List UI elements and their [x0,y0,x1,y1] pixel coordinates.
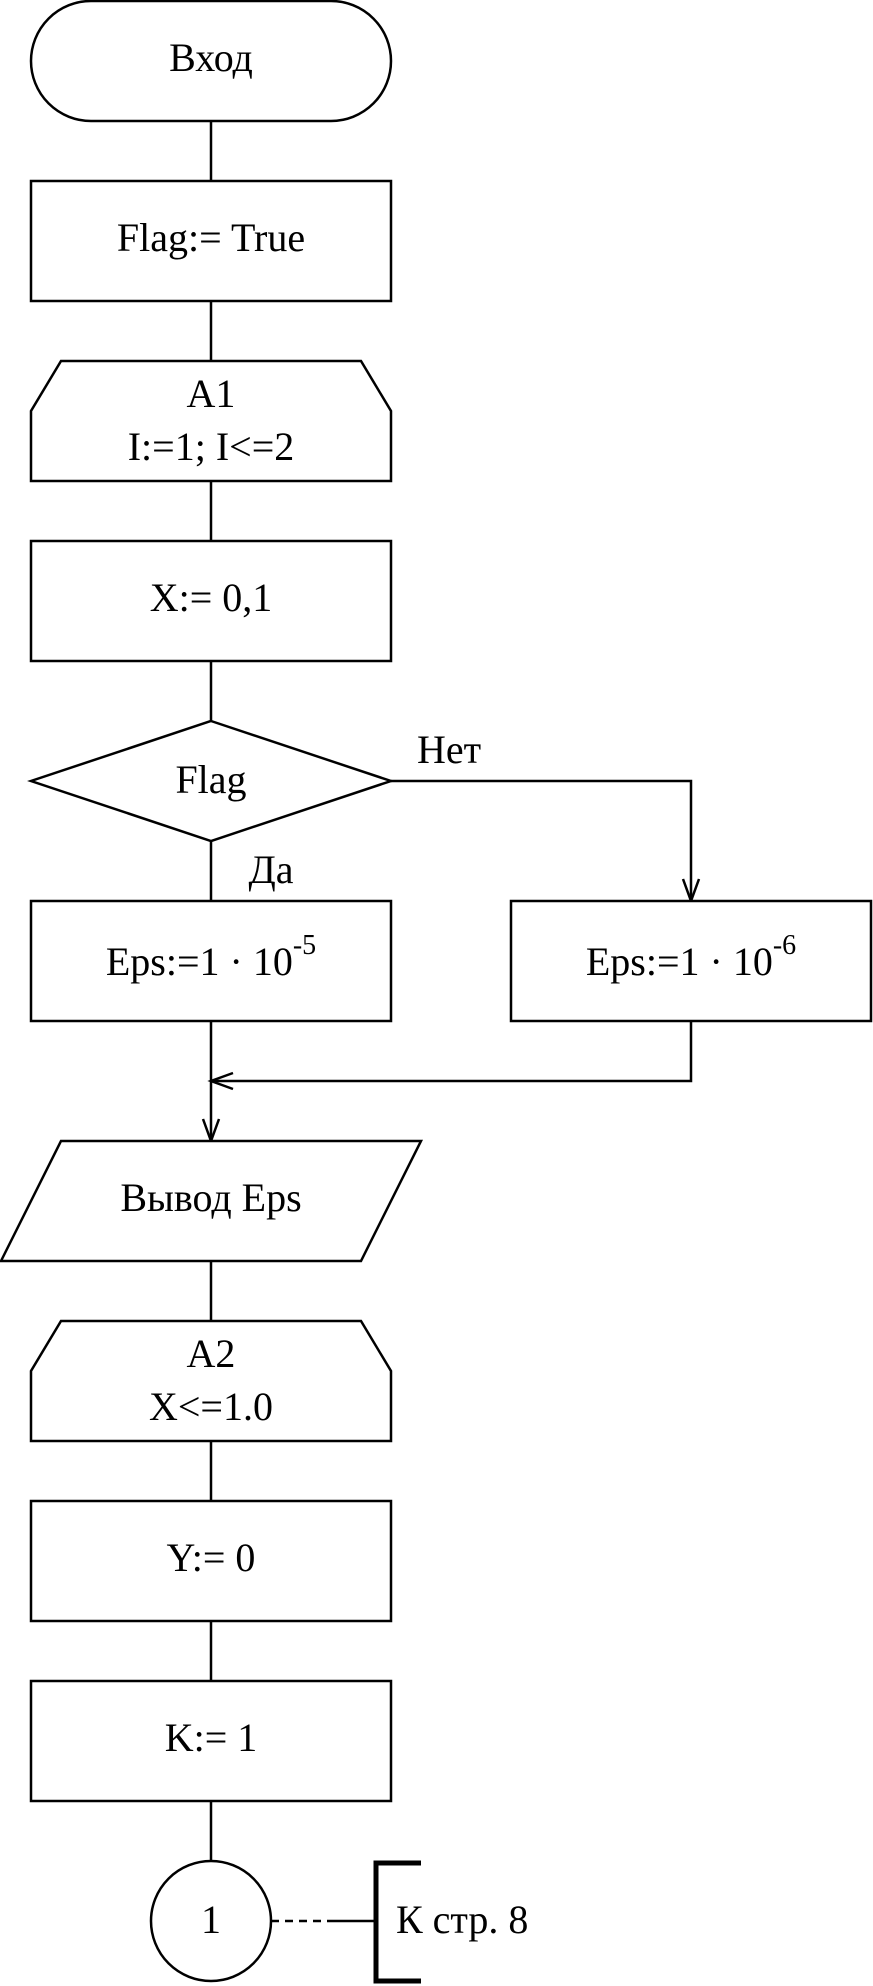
output-label: Вывод Eps [120,1175,301,1220]
loop-a2-condition: X<=1.0 [149,1384,273,1429]
output-eps: Вывод Eps [1,1141,421,1261]
eps-no-exponent: -6 [773,930,796,961]
process-eps-yes: Eps:=1 · 10-5 [31,901,391,1021]
decision-flag: Flag Нет Да [31,721,481,892]
eps-no-label: Eps:=1 · 10-6 [586,930,796,984]
loop-start-a1: A1 I:=1; I<=2 [31,361,391,481]
k-init-label: K:= 1 [165,1715,258,1760]
loop-start-a2: A2 X<=1.0 [31,1321,391,1441]
process-eps-no: Eps:=1 · 10-6 [511,901,871,1021]
decision-yes-label: Да [248,847,293,892]
connector-comment: К стр. 8 [396,1897,528,1942]
flag-init-label: Flag:= True [117,215,305,260]
x-init-label: X:= 0,1 [150,575,273,620]
connector-label: 1 [201,1897,221,1942]
start-terminator: Вход [31,1,391,121]
process-x-init: X:= 0,1 [31,541,391,661]
eps-yes-exponent: -5 [293,930,316,961]
decision-label: Flag [175,757,246,802]
process-flag-init: Flag:= True [31,181,391,301]
start-label: Вход [169,35,253,80]
decision-no-label: Нет [417,727,481,772]
eps-yes-label: Eps:=1 · 10-5 [106,930,316,984]
loop-a1-condition: I:=1; I<=2 [128,424,295,469]
loop-a1-name: A1 [187,371,236,416]
process-y-init: Y:= 0 [31,1501,391,1621]
loop-a2-name: A2 [187,1331,236,1376]
process-k-init: K:= 1 [31,1681,391,1801]
eps-no-base: Eps:=1 · 10 [586,939,773,984]
y-init-label: Y:= 0 [167,1535,256,1580]
eps-yes-base: Eps:=1 · 10 [106,939,293,984]
page-connector: 1 К стр. 8 [151,1861,528,1981]
